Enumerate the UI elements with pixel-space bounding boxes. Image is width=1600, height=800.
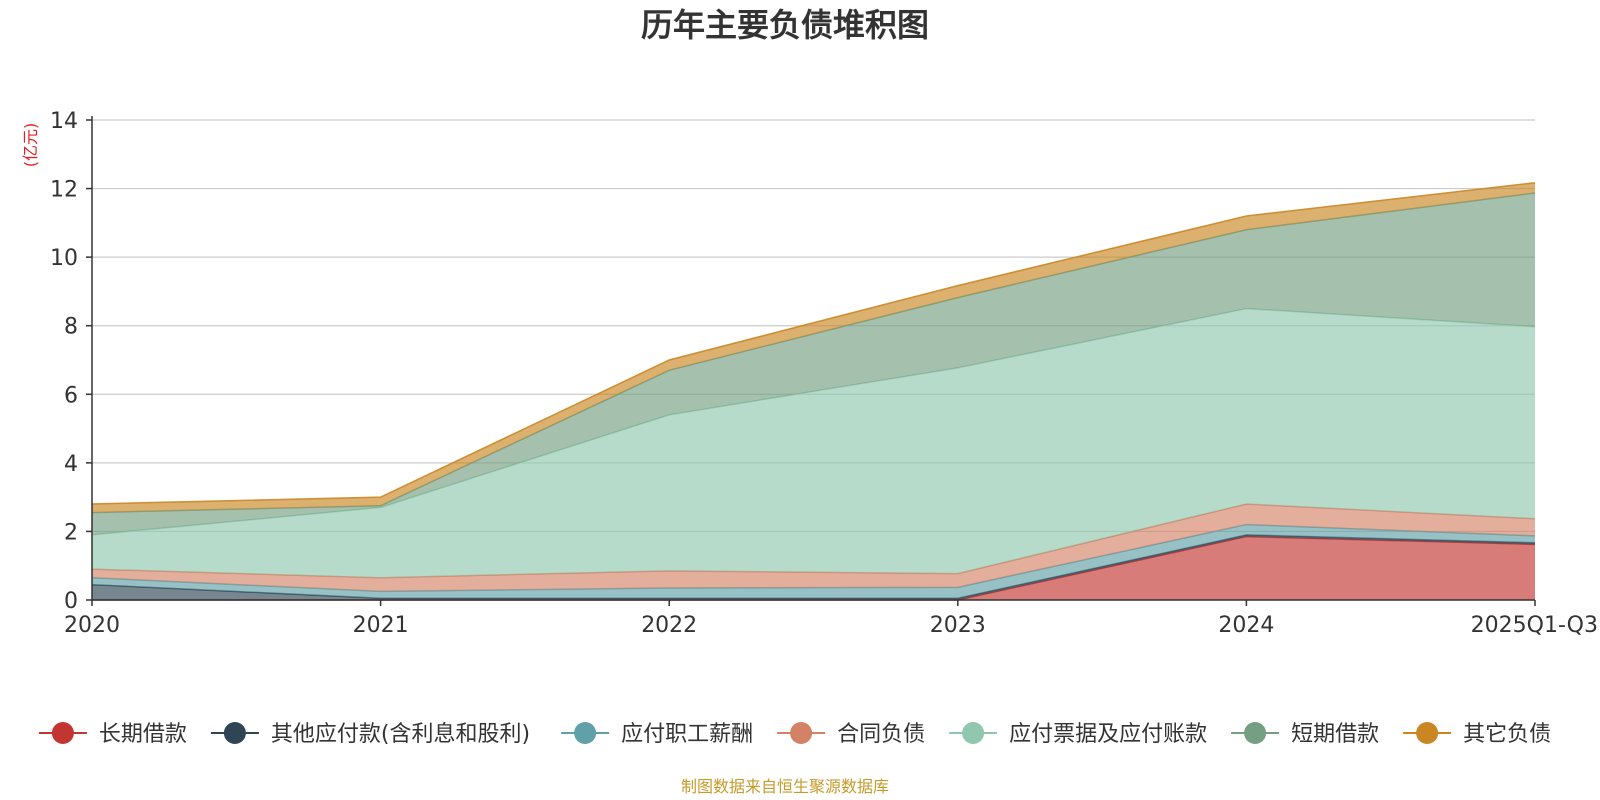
legend-marker	[790, 722, 813, 744]
legend-marker	[962, 722, 985, 744]
axes: 0 2 4 6 8 10 12 14 2020 2021 2022 2023 2024 2025Q1-Q3	[50, 109, 1598, 638]
x-tick-label: 2025Q1-Q3	[1471, 613, 1598, 638]
area-5	[92, 308, 1535, 578]
legend-item-5[interactable]: 应付票据及应付账款	[949, 722, 1207, 747]
legend-label: 应付职工薪酬	[621, 722, 753, 747]
y-tick-label: 14	[50, 109, 78, 134]
x-tick-label: 2021	[353, 613, 409, 638]
area-4	[92, 504, 1535, 592]
legend-marker	[1416, 722, 1439, 744]
y-tick-label: 4	[64, 452, 78, 477]
legend-label: 短期借款	[1291, 722, 1379, 747]
legend-label: 合同负债	[837, 722, 925, 747]
legend-marker	[1244, 722, 1267, 744]
y-tick-label: 6	[64, 383, 78, 408]
x-tick-label: 2023	[930, 613, 986, 638]
legend-item-2[interactable]: 其他应付款(含利息和股利)	[210, 722, 530, 747]
legend-label: 长期借款	[99, 722, 187, 747]
area-3	[92, 524, 1535, 599]
legend-marker	[223, 722, 246, 744]
y-tick-label: 2	[64, 520, 78, 545]
y-tick-label: 0	[64, 589, 78, 614]
y-axis-unit: (亿元)	[21, 123, 40, 168]
legend-label: 其他应付款(含利息和股利)	[271, 722, 530, 747]
legend-item-1[interactable]: 长期借款	[38, 722, 187, 747]
legend-item-4[interactable]: 合同负债	[777, 722, 925, 747]
legend-label: 其它负债	[1463, 722, 1551, 747]
y-tick-label: 12	[50, 178, 78, 203]
y-tick-label: 10	[50, 246, 78, 271]
x-tick-label: 2022	[641, 613, 697, 638]
area-6	[92, 193, 1535, 535]
legend: 长期借款 其他应付款(含利息和股利) 应付职工薪酬 合同负债 应付票据及应付账款 短期借款…	[38, 722, 1551, 747]
legend-item-6[interactable]: 短期借款	[1231, 722, 1379, 747]
chart-title: 历年主要负债堆积图	[641, 6, 929, 44]
legend-label: 应付票据及应付账款	[1009, 722, 1207, 747]
x-tick-label: 2020	[64, 613, 120, 638]
area-series	[91, 181, 1536, 601]
series-line-7	[91, 181, 1536, 505]
x-tick-label: 2024	[1218, 613, 1274, 638]
legend-item-7[interactable]: 其它负债	[1403, 722, 1551, 747]
legend-marker	[574, 722, 597, 744]
data-source-note: 制图数据来自恒生聚源数据库	[681, 777, 889, 796]
y-tick-label: 8	[64, 315, 78, 340]
legend-marker	[51, 722, 74, 744]
legend-item-3[interactable]: 应付职工薪酬	[561, 722, 753, 747]
